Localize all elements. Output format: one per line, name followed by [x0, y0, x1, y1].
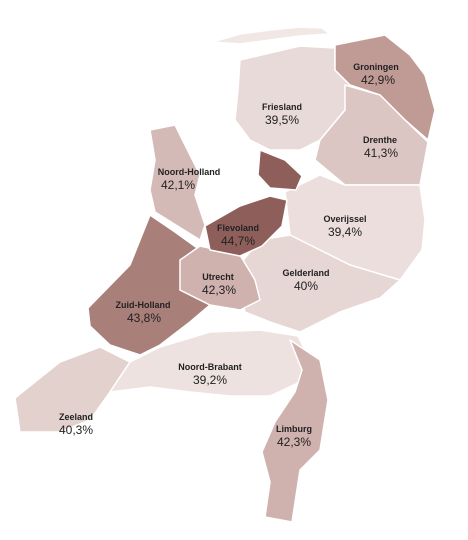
region-value: 42,9%	[361, 73, 395, 87]
region-value: 40,3%	[59, 423, 93, 437]
region-name: Drenthe	[363, 135, 397, 145]
province	[149, 124, 206, 241]
region-value: 39,2%	[193, 373, 227, 387]
region-value: 39,5%	[265, 113, 299, 127]
province	[257, 149, 303, 191]
region-name: Gelderland	[282, 268, 329, 278]
province	[261, 339, 329, 523]
region-name: Flevoland	[217, 223, 259, 233]
region-name: Zuid-Holland	[116, 300, 171, 310]
region-value: 44,7%	[221, 234, 255, 248]
province	[334, 34, 436, 141]
region-value: 40%	[294, 279, 318, 293]
region-name: Noord-Holland	[158, 167, 221, 177]
region-value: 41,3%	[364, 146, 398, 160]
region-name: Zeeland	[59, 412, 93, 422]
region-value: 42,3%	[202, 283, 236, 297]
region-name: Noord-Brabant	[178, 362, 242, 372]
wadden-islands	[211, 26, 331, 45]
region-value: 42,1%	[161, 178, 195, 192]
region-name: Groningen	[353, 62, 399, 72]
region-name: Friesland	[262, 102, 302, 112]
region-value: 43,8%	[127, 311, 161, 325]
region-name: Overijssel	[323, 214, 366, 224]
region-name: Limburg	[276, 424, 312, 434]
region-value: 39,4%	[328, 225, 362, 239]
province	[234, 234, 401, 333]
province	[204, 195, 288, 257]
region-name: Utrecht	[202, 272, 234, 282]
region-value: 42,3%	[277, 435, 311, 449]
